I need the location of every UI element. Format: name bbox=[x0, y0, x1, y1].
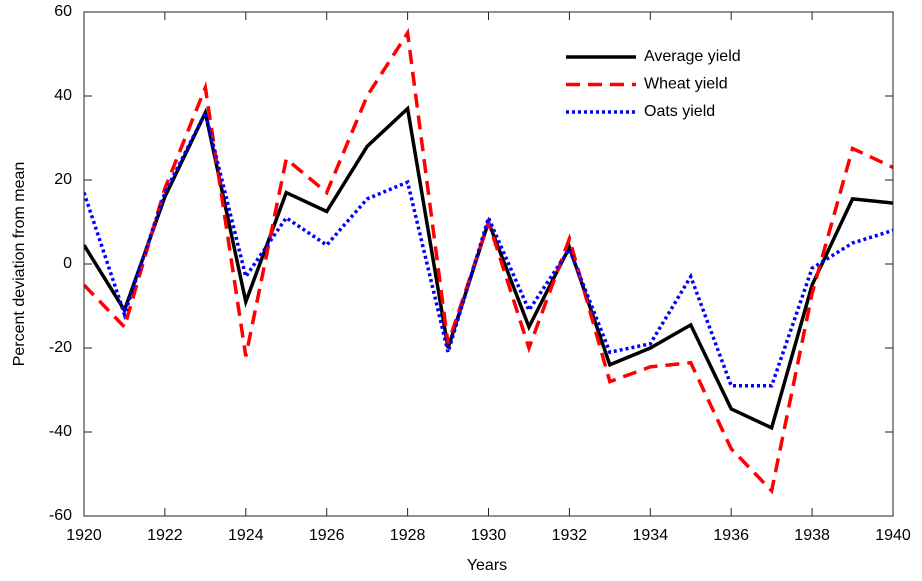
legend-label: Average yield bbox=[644, 48, 741, 65]
y-tick-label: -60 bbox=[49, 507, 72, 524]
plot-area bbox=[84, 12, 893, 516]
x-tick-label: 1920 bbox=[66, 527, 102, 544]
x-tick-label: 1922 bbox=[147, 527, 183, 544]
y-tick-label: 40 bbox=[54, 87, 72, 104]
x-tick-label: 1936 bbox=[713, 527, 749, 544]
x-tick-label: 1940 bbox=[875, 527, 911, 544]
x-tick-label: 1930 bbox=[471, 527, 507, 544]
y-axis-label: Percent deviation from mean bbox=[11, 162, 28, 367]
y-tick-label: 60 bbox=[54, 3, 72, 20]
legend-label: Wheat yield bbox=[644, 76, 728, 93]
y-tick-label: 20 bbox=[54, 171, 72, 188]
plot-frame bbox=[83, 11, 894, 517]
x-tick-label: 1926 bbox=[309, 527, 345, 544]
x-tick-label: 1932 bbox=[552, 527, 588, 544]
x-tick-label: 1928 bbox=[390, 527, 426, 544]
x-tick-label: 1938 bbox=[794, 527, 830, 544]
x-axis-label: Years bbox=[467, 557, 507, 574]
legend-label: Oats yield bbox=[644, 103, 715, 120]
series-line bbox=[84, 107, 893, 388]
y-tick-label: -40 bbox=[49, 423, 72, 440]
y-tick-label: 0 bbox=[63, 255, 72, 272]
x-tick-label: 1934 bbox=[633, 527, 669, 544]
x-tick-label: 1924 bbox=[228, 527, 264, 544]
y-tick-label: -20 bbox=[49, 339, 72, 356]
